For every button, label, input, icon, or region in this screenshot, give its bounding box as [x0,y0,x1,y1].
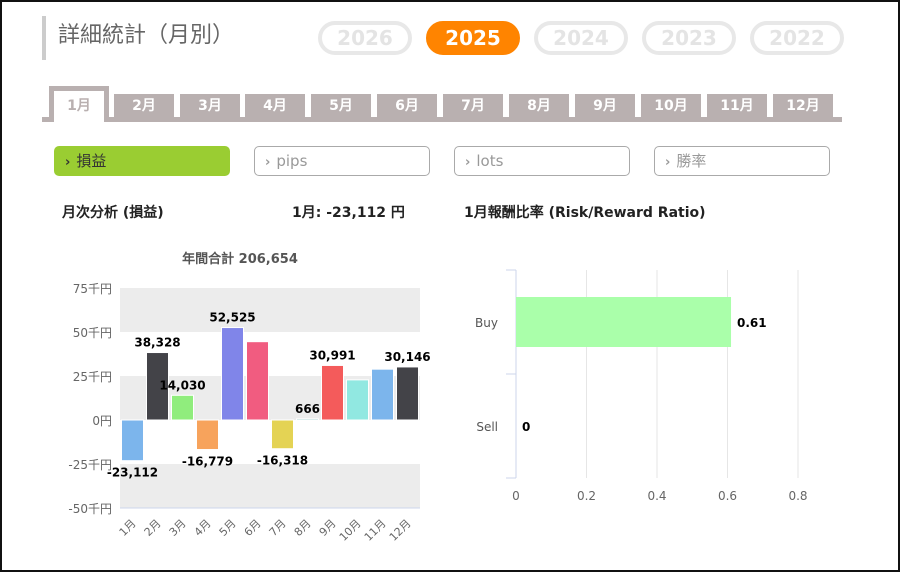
y-tick-label: 50千円 [73,326,112,340]
data-label: 30,991 [309,348,355,362]
chevron-right-icon: › [265,155,271,170]
tab-month-6[interactable]: 6月 [377,94,437,118]
tab-month-5[interactable]: 5月 [311,94,371,118]
year-2024[interactable]: 2024 [534,21,628,55]
chevron-right-icon: › [465,155,471,170]
page-title: 詳細統計（月別） [42,16,234,60]
data-label: -16,318 [257,454,308,468]
bar-4 [196,419,219,451]
data-label: 666 [295,402,320,416]
bar-12 [396,366,419,421]
metric-button-3[interactable]: › 勝率 [654,146,830,176]
data-label: -16,779 [182,455,233,469]
data-label: 30,146 [384,350,430,364]
x-tick-label: 7月 [267,517,289,539]
plot-band [120,288,420,332]
tab-month-1[interactable]: 1月 [49,86,109,122]
year-2022[interactable]: 2022 [750,21,844,55]
x-tick-label: 8月 [292,517,314,539]
data-label: 52,525 [209,311,255,325]
data-label: -23,112 [107,466,158,480]
risk-reward-chart: 0 0.2 0.4 0.6 0.8 Buy 0.61 Sell 0 [475,269,808,503]
metric-label: pips [276,152,308,170]
y-tick-label: -50千円 [68,502,112,516]
monthly-value: 1月: -23,112 円 [292,205,405,221]
tab-month-4[interactable]: 4月 [245,94,305,118]
tab-month-11[interactable]: 11月 [707,94,767,118]
y-tick-label: 75千円 [73,282,112,296]
bar-10 [346,379,369,421]
y-tick-label: 25千円 [73,370,112,384]
metric-label: lots [476,152,504,170]
y-category-label: Buy [475,316,498,330]
year-2025[interactable]: 2025 [426,21,520,55]
bar-5 [221,327,244,421]
metric-button-1[interactable]: › pips [254,146,430,176]
bar-3 [171,394,194,421]
bar-9 [321,364,344,421]
tab-month-12[interactable]: 12月 [773,94,833,118]
data-label: 38,328 [134,336,180,350]
x-tick-label: 0.8 [788,489,807,503]
chevron-right-icon: › [665,155,671,170]
x-tick-label: 6月 [242,517,264,539]
x-tick-label: 0 [512,489,520,503]
y-category-label: Sell [476,420,498,434]
year-2023[interactable]: 2023 [642,21,736,55]
tab-month-7[interactable]: 7月 [443,94,503,118]
bar-7 [271,419,294,450]
x-tick-label: 0.2 [577,489,596,503]
bar-6 [246,341,269,421]
month-tabs: 1月 2月 3月 4月 5月 6月 7月 8月 9月 10月 11月 12月 [42,86,842,122]
year-selector: 2026 2025 2024 2023 2022 [318,21,844,55]
monthly-heading: 月次分析 (損益) [62,205,164,221]
plot-band [120,464,420,508]
metric-label: 損益 [76,152,107,170]
bar-8 [296,418,319,421]
metric-button-0[interactable]: › 損益 [54,146,230,176]
x-tick-label: 5月 [217,517,239,539]
x-tick-label: 4月 [192,517,214,539]
data-label: 0 [522,420,530,434]
data-label: 14,030 [159,378,205,392]
metric-button-2[interactable]: › lots [454,146,630,176]
plot-band [120,376,420,420]
x-tick-label: 3月 [167,517,189,539]
monthly-pl-chart: 年間合計 206,654 -50千円 -25千円 0円 25千円 50千円 75千円 -23,… [68,251,430,544]
y-tick-label: 0円 [92,414,112,428]
tab-month-2[interactable]: 2月 [114,94,174,118]
bar-buy [516,297,732,347]
y-tick-label: -25千円 [68,458,112,472]
chevron-right-icon: › [65,155,71,170]
x-tick-label: 12月 [387,517,414,544]
ratio-heading: 1月報酬比率 (Risk/Reward Ratio) [464,205,706,221]
x-tick-label: 10月 [337,517,364,544]
x-tick-label: 2月 [142,517,164,539]
bar-2 [146,352,169,421]
metric-label: 勝率 [676,152,707,170]
data-label: 0.61 [737,316,767,330]
bar-1 [121,419,144,462]
x-tick-label: 11月 [362,517,389,544]
x-tick-label: 1月 [117,517,139,539]
chart-title: 年間合計 206,654 [182,251,298,267]
x-tick-label: 9月 [317,517,339,539]
x-tick-label: 0.4 [647,489,666,503]
tab-month-8[interactable]: 8月 [509,94,569,118]
bar-11 [371,368,394,421]
tab-month-9[interactable]: 9月 [575,94,635,118]
x-tick-label: 0.6 [718,489,737,503]
tab-month-10[interactable]: 10月 [641,94,701,118]
tab-month-3[interactable]: 3月 [180,94,240,118]
year-2026[interactable]: 2026 [318,21,412,55]
